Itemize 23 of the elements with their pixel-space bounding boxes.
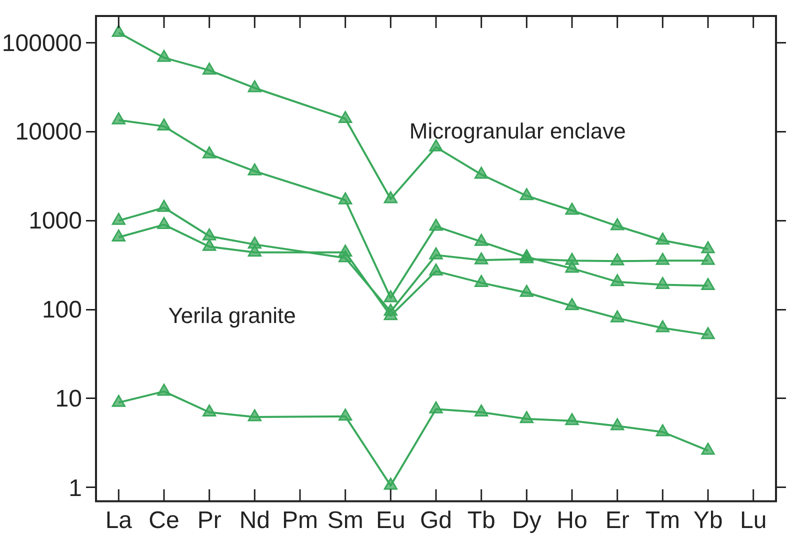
x-tick-label: Dy xyxy=(512,507,542,534)
x-tick-label: Ho xyxy=(556,507,588,534)
y-tick-label: 10000 xyxy=(15,118,82,146)
annotation: Microgranular enclave xyxy=(409,118,626,144)
x-tick-label: Nd xyxy=(239,507,270,534)
y-tick-label: 100000 xyxy=(2,30,82,57)
x-tick-label: Ce xyxy=(148,507,180,534)
x-tick-label: Gd xyxy=(420,507,452,534)
x-tick-label: Pm xyxy=(282,507,318,534)
x-tick-label: Tb xyxy=(467,507,496,534)
y-tick-label: 100 xyxy=(42,296,82,324)
x-tick-label: Yb xyxy=(693,507,723,534)
y-tick-label: 10 xyxy=(55,385,82,412)
x-tick-label: Eu xyxy=(376,507,406,534)
x-tick-label: Er xyxy=(605,507,630,534)
annotation: Yerila granite xyxy=(168,302,296,328)
x-tick-label: Tm xyxy=(645,507,680,534)
x-tick-label: La xyxy=(105,507,133,534)
x-tick-label: Sm xyxy=(327,507,364,534)
y-tick-label: 1000 xyxy=(28,208,82,235)
y-tick-label: 1 xyxy=(68,474,82,502)
x-tick-label: Lu xyxy=(740,507,767,534)
x-tick-label: Pr xyxy=(197,507,222,534)
